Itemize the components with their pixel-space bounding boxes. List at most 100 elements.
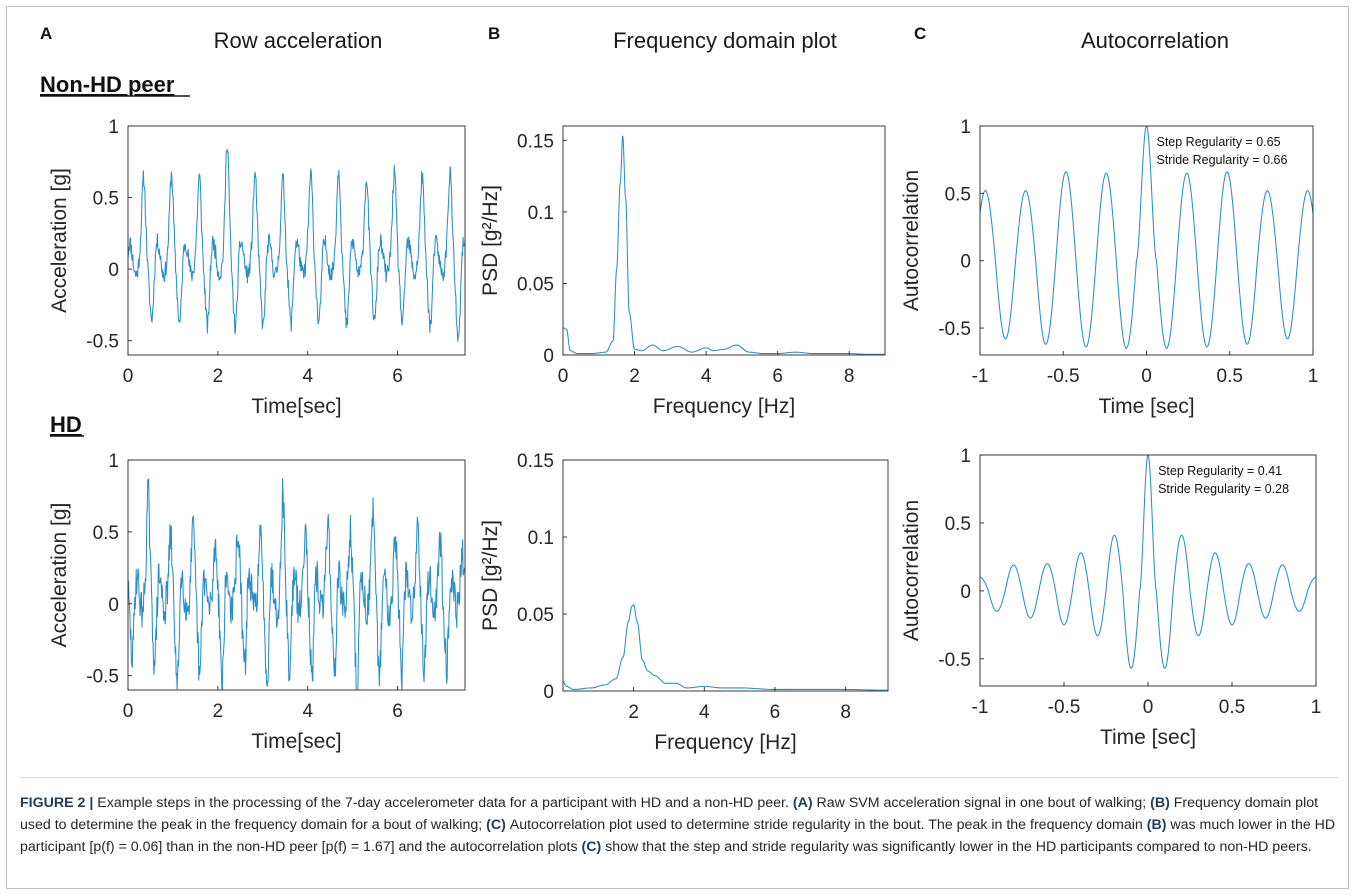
- y-tick-label: 0.5: [93, 189, 119, 210]
- y-tick-label: 0.5: [93, 523, 119, 544]
- x-tick-label: 2: [628, 702, 639, 723]
- y-axis-label: Acceleration [g]: [48, 503, 71, 648]
- y-tick-label: 0.05: [517, 274, 554, 295]
- y-tick-label: 0: [108, 595, 119, 616]
- y-tick-label: 0.5: [945, 514, 971, 535]
- caption-part: Frequency domain plot used to determine …: [20, 795, 1319, 833]
- y-axis-label: Acceleration [g]: [48, 168, 71, 313]
- y-tick-label: 1: [108, 451, 119, 472]
- axes-box-psd_nonhd: [562, 125, 886, 356]
- y-tick-label: -0.5: [86, 667, 119, 688]
- series-line-ac_hd: [980, 455, 1316, 669]
- panel-title-c: Autocorrelation: [1081, 28, 1229, 53]
- panel-letter-c: C: [914, 24, 926, 43]
- x-tick-label: 0.5: [1219, 697, 1245, 718]
- y-tick-label: 0: [960, 252, 971, 273]
- chart-ac_hd: -1 -0.5 0 0.5 1 -0.5 0 0.5 1 Time [sec] Autocorrel…: [900, 446, 1321, 749]
- group-label-non-hd: Non-HD peer: [40, 72, 175, 97]
- caption-part: (C): [486, 817, 506, 833]
- y-tick-label: 0.05: [517, 605, 554, 626]
- y-tick-label: 0: [960, 582, 971, 603]
- group-label-hd: HD: [50, 412, 82, 437]
- chart-ac_nonhd: -1 -0.5 0 0.5 1 -0.5 0 0.5 1 Time [sec] Autocorrel…: [900, 117, 1318, 418]
- caption-part: Raw SVM acceleration signal in one bout …: [812, 795, 1151, 811]
- series-line-psd_nonhd: [563, 135, 885, 355]
- x-tick-label: 2: [629, 366, 640, 387]
- x-axis-label: Time[sec]: [251, 730, 341, 753]
- axes-box-psd_hd: [562, 459, 889, 692]
- caption-part: show that the step and stride regularity…: [601, 839, 1312, 855]
- x-tick-label: 2: [213, 366, 224, 387]
- x-tick-label: 4: [302, 366, 313, 387]
- y-axis-label: PSD [g²/Hz]: [479, 520, 502, 631]
- x-tick-label: -0.5: [1048, 697, 1081, 718]
- chart-psd_nonhd: 0 2 4 6 8 0 0.05 0.1 0.15 Frequency [Hz] PSD [g²/H…: [479, 125, 886, 418]
- y-tick-label: 0.15: [517, 451, 554, 472]
- x-tick-label: 4: [302, 701, 313, 722]
- panel-title-a: Row acceleration: [214, 28, 383, 53]
- x-axis-label: Time [sec]: [1098, 395, 1194, 418]
- caption-heading: FIGURE 2 |: [20, 795, 94, 811]
- regularity-annotation: Stride Regularity = 0.28: [1158, 482, 1289, 496]
- caption-part: Autocorrelation plot used to determine s…: [505, 817, 1147, 833]
- chart-psd_hd: 2 4 6 8 0 0.05 0.1 0.15 Frequency [Hz] PSD [g²/Hz…: [479, 451, 889, 754]
- x-tick-label: 8: [844, 366, 855, 387]
- y-tick-label: 0.5: [945, 184, 971, 205]
- regularity-annotation: Step Regularity = 0.41: [1158, 464, 1282, 478]
- caption-part: (B): [1146, 817, 1167, 833]
- x-tick-label: 0: [1143, 697, 1154, 718]
- caption-part: (C): [581, 839, 602, 855]
- axes-box-acc_hd: [127, 459, 466, 691]
- y-tick-label: 1: [960, 117, 971, 138]
- x-tick-label: 0: [1141, 366, 1152, 387]
- figure-frame: [6, 6, 1349, 889]
- caption-part: (A): [792, 795, 813, 811]
- y-tick-label: -0.5: [938, 319, 971, 340]
- panel-letter-a: A: [40, 24, 52, 43]
- figure-plots: A B C Row acceleration Frequency domain …: [40, 24, 1321, 754]
- panel-title-b: Frequency domain plot: [613, 28, 837, 53]
- y-tick-label: 1: [960, 446, 971, 467]
- y-tick-label: 0.15: [517, 131, 554, 152]
- y-tick-label: 0.1: [528, 528, 554, 549]
- x-tick-label: 8: [840, 702, 851, 723]
- y-tick-label: 1: [108, 117, 119, 138]
- y-axis-label: Autocorrelation: [900, 170, 923, 311]
- regularity-annotation: Stride Regularity = 0.66: [1156, 153, 1287, 167]
- y-axis-label: Autocorrelation: [900, 500, 923, 641]
- caption-divider: [20, 777, 1338, 778]
- x-tick-label: 4: [701, 366, 712, 387]
- x-tick-label: 1: [1308, 366, 1319, 387]
- y-tick-label: -0.5: [938, 650, 971, 671]
- x-tick-label: -0.5: [1047, 366, 1080, 387]
- x-tick-label: 0: [123, 366, 134, 387]
- x-axis-label: Time[sec]: [251, 395, 341, 418]
- x-tick-label: 1: [1311, 697, 1322, 718]
- x-tick-label: 0: [123, 701, 134, 722]
- caption-part: Example steps in the processing of the 7…: [97, 795, 793, 811]
- panel-letter-b: B: [488, 24, 500, 43]
- series-line-psd_hd: [563, 604, 888, 691]
- caption-body: Example steps in the processing of the 7…: [20, 795, 1335, 855]
- x-tick-label: 6: [392, 701, 403, 722]
- y-tick-label: 0: [108, 260, 119, 281]
- caption-part: (B): [1150, 795, 1170, 811]
- x-tick-label: 0.5: [1217, 366, 1243, 387]
- x-axis-label: Time [sec]: [1100, 726, 1196, 749]
- caption-part: was much lower in the HD participant [p(…: [20, 817, 1336, 855]
- y-tick-label: -0.5: [86, 332, 119, 353]
- series-line-ac_nonhd: [980, 126, 1313, 349]
- series-line-acc_hd: [128, 478, 465, 690]
- x-tick-label: 6: [772, 366, 783, 387]
- x-axis-label: Frequency [Hz]: [653, 395, 795, 418]
- regularity-annotation: Step Regularity = 0.65: [1156, 135, 1280, 149]
- x-tick-label: 6: [770, 702, 781, 723]
- x-axis-label: Frequency [Hz]: [654, 731, 796, 754]
- y-tick-label: 0.1: [528, 203, 554, 224]
- x-tick-label: 0: [558, 366, 569, 387]
- x-tick-label: 4: [699, 702, 710, 723]
- x-tick-label: -1: [972, 366, 989, 387]
